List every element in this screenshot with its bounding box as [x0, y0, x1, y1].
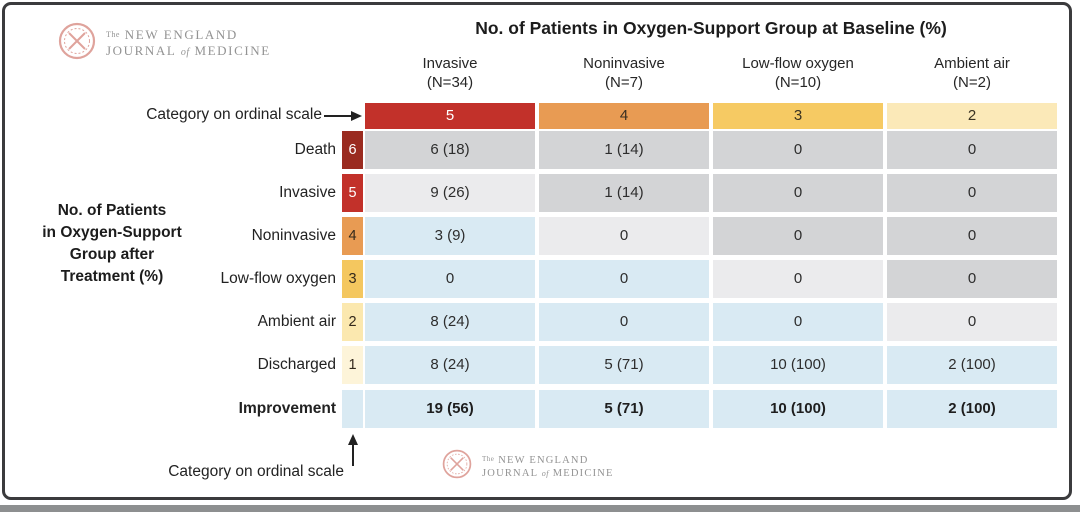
- column-header-noninvasive: Noninvasive (N=7): [583, 55, 665, 91]
- row-label-discharged: Discharged: [257, 356, 336, 373]
- row-label-ambient: Ambient air: [257, 313, 336, 330]
- column-header-ambient: Ambient air (N=2): [934, 55, 1010, 91]
- row-label-invasive: Invasive: [279, 184, 336, 201]
- nejm-seal-icon: [58, 22, 96, 65]
- cell-discharged-invasive: 8 (24): [365, 346, 535, 384]
- nejm-logo-bottom: The NEW ENGLAND JOURNAL of MEDICINE: [442, 449, 614, 484]
- cell-lowflow-noninvasive: 0: [539, 260, 709, 298]
- logo-word-of: of: [541, 469, 549, 478]
- logo-word-of: of: [180, 46, 190, 58]
- cell-noninvasive-ambient: 0: [887, 217, 1057, 255]
- logo-word-journal: JOURNAL: [482, 468, 538, 479]
- nejm-logo-top: The NEW ENGLAND JOURNAL of MEDICINE: [58, 22, 271, 65]
- row-badge-3: 3: [342, 260, 363, 298]
- cell-invasive-noninvasive: 1 (14): [539, 174, 709, 212]
- nejm-logo-text-small: The NEW ENGLAND JOURNAL of MEDICINE: [482, 453, 614, 480]
- row-badge-2: 2: [342, 303, 363, 341]
- cell-ambient-invasive: 8 (24): [365, 303, 535, 341]
- bottom-strip: [0, 505, 1080, 512]
- cell-discharged-lowflow: 10 (100): [713, 346, 883, 384]
- cell-discharged-noninvasive: 5 (71): [539, 346, 709, 384]
- cell-improvement-noninvasive: 5 (71): [539, 390, 709, 428]
- logo-word-new-england: NEW ENGLAND: [124, 26, 238, 42]
- cell-death-noninvasive: 1 (14): [539, 131, 709, 169]
- ordinal-scale-label-bottom: Category on ordinal scale: [168, 463, 344, 480]
- right-arrow-icon: [324, 111, 362, 121]
- up-arrow-icon: [348, 434, 358, 466]
- cell-lowflow-lowflow: 0: [713, 260, 883, 298]
- column-header-low-flow: Low-flow oxygen (N=10): [742, 55, 854, 91]
- logo-word-the: The: [106, 29, 120, 39]
- cell-invasive-lowflow: 0: [713, 174, 883, 212]
- cell-lowflow-ambient: 0: [887, 260, 1057, 298]
- cell-ambient-ambient: 0: [887, 303, 1057, 341]
- row-badge-5: 5: [342, 174, 363, 212]
- cell-death-ambient: 0: [887, 131, 1057, 169]
- scale-cell-5: 5: [365, 103, 535, 129]
- cell-death-invasive: 6 (18): [365, 131, 535, 169]
- logo-word-the: The: [482, 455, 495, 463]
- logo-word-medicine: MEDICINE: [194, 42, 271, 58]
- row-badge-6: 6: [342, 131, 363, 169]
- cell-noninvasive-invasive: 3 (9): [365, 217, 535, 255]
- logo-word-journal: JOURNAL: [106, 42, 176, 58]
- cell-noninvasive-lowflow: 0: [713, 217, 883, 255]
- row-badge-4: 4: [342, 217, 363, 255]
- nejm-logo-text: The NEW ENGLAND JOURNAL of MEDICINE: [106, 27, 271, 61]
- scale-cell-4: 4: [539, 103, 709, 129]
- row-badge-1: 1: [342, 346, 363, 384]
- cell-discharged-ambient: 2 (100): [887, 346, 1057, 384]
- cell-invasive-ambient: 0: [887, 174, 1057, 212]
- row-label-improvement: Improvement: [238, 400, 336, 417]
- scale-cell-2: 2: [887, 103, 1057, 129]
- row-label-lowflow: Low-flow oxygen: [220, 270, 336, 287]
- nejm-seal-icon-small: [442, 449, 472, 484]
- cell-death-lowflow: 0: [713, 131, 883, 169]
- cell-improvement-ambient: 2 (100): [887, 390, 1057, 428]
- column-header-invasive: Invasive (N=34): [422, 55, 478, 91]
- cell-noninvasive-noninvasive: 0: [539, 217, 709, 255]
- row-label-noninvasive: Noninvasive: [251, 227, 336, 244]
- improvement-badge-cell: [342, 390, 363, 428]
- cell-ambient-noninvasive: 0: [539, 303, 709, 341]
- cell-ambient-lowflow: 0: [713, 303, 883, 341]
- ordinal-scale-label-top: Category on ordinal scale: [146, 106, 322, 123]
- cell-invasive-invasive: 9 (26): [365, 174, 535, 212]
- cell-lowflow-invasive: 0: [365, 260, 535, 298]
- figure-title: No. of Patients in Oxygen-Support Group …: [475, 18, 947, 38]
- rows-axis-label: No. of Patients in Oxygen-Support Group …: [42, 202, 182, 285]
- cell-improvement-invasive: 19 (56): [365, 390, 535, 428]
- cell-improvement-lowflow: 10 (100): [713, 390, 883, 428]
- scale-cell-3: 3: [713, 103, 883, 129]
- row-label-death: Death: [294, 141, 336, 158]
- logo-word-medicine: MEDICINE: [552, 468, 614, 479]
- logo-word-new-england: NEW ENGLAND: [498, 455, 589, 466]
